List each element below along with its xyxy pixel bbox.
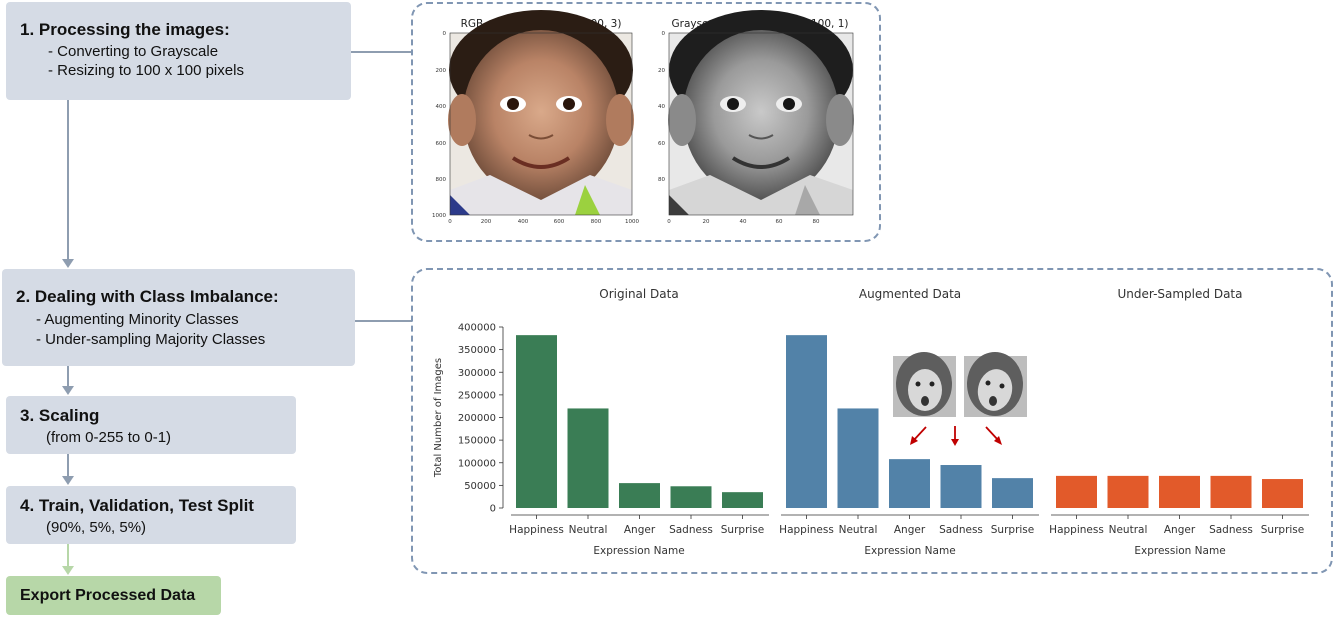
arrow-1-2-icon <box>62 259 74 268</box>
arrow-4-export-icon <box>62 566 74 575</box>
image-panel <box>411 2 881 242</box>
export-title: Export Processed Data <box>20 587 196 604</box>
step-1-line: - Converting to Grayscale <box>48 43 219 60</box>
connector-step2-charts <box>355 320 412 322</box>
step-1-title: 1. Processing the images: <box>20 20 230 39</box>
step-1-box: 1. Processing the images: - Converting t… <box>6 2 351 100</box>
arrow-2-3-icon <box>62 386 74 395</box>
connector-step1-images <box>351 51 411 53</box>
step-4-title: 4. Train, Validation, Test Split <box>20 496 254 515</box>
step-4-line: (90%, 5%, 5%) <box>46 519 147 536</box>
export-box: Export Processed Data <box>6 576 221 615</box>
step-2-box: 2. Dealing with Class Imbalance: - Augme… <box>2 269 355 366</box>
step-4-box: 4. Train, Validation, Test Split (90%, 5… <box>6 486 296 544</box>
step-3-line: (from 0-255 to 0-1) <box>46 429 172 446</box>
step-3-title: 3. Scaling <box>20 406 100 425</box>
step-1-line: - Resizing to 100 x 100 pixels <box>48 62 244 79</box>
step-2-line: - Under-sampling Majority Classes <box>36 331 266 348</box>
step-2-title: 2. Dealing with Class Imbalance: <box>16 287 279 306</box>
chart-panel <box>411 268 1333 574</box>
connector-2-3 <box>67 366 69 387</box>
step-2-line: - Augmenting Minority Classes <box>36 311 239 328</box>
connector-3-4 <box>67 454 69 477</box>
connector-4-export <box>67 544 69 567</box>
step-3-box: 3. Scaling (from 0-255 to 0-1) <box>6 396 296 454</box>
arrow-3-4-icon <box>62 476 74 485</box>
connector-1-2 <box>67 100 69 260</box>
